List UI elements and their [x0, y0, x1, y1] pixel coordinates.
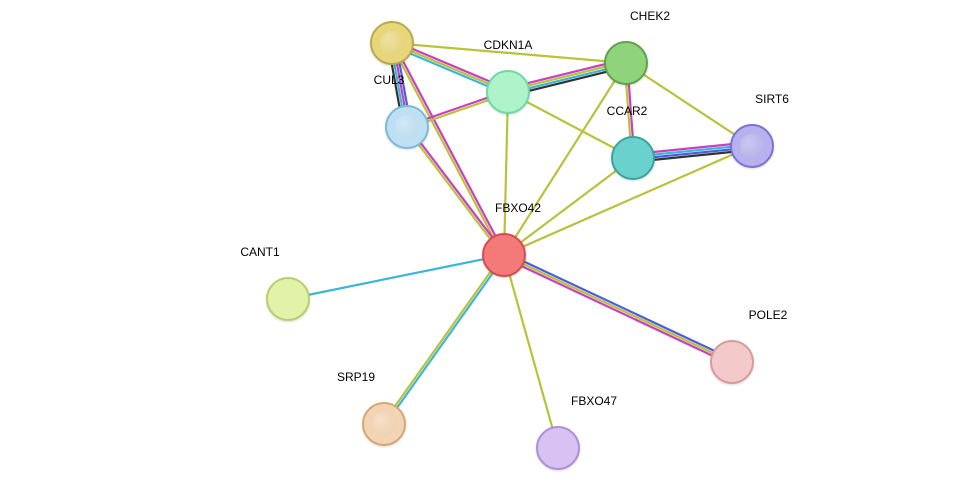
node-FBXO47[interactable]: FBXO47 — [536, 426, 580, 470]
edge-SRP19-FBXO42 — [383, 254, 503, 423]
edge-FBXO47-FBXO42 — [504, 255, 558, 448]
node-label: FBXO47 — [571, 394, 617, 408]
node-texture-icon — [740, 134, 764, 158]
edge-CANT1-FBXO42 — [288, 255, 504, 299]
node-texture-icon — [372, 412, 396, 436]
edge-POLE2-FBXO42 — [503, 257, 731, 364]
node-label: FBXO42 — [495, 201, 541, 215]
edge-SRP19-FBXO42 — [385, 256, 505, 425]
node-CCAR2[interactable]: CCAR2 — [611, 136, 655, 180]
node-CUL1[interactable]: CUL1 — [370, 21, 414, 65]
node-FBXO42[interactable]: FBXO42 — [482, 233, 526, 277]
node-label: POLE2 — [749, 308, 788, 322]
node-CHEK2[interactable]: CHEK2 — [604, 41, 648, 85]
node-CUL3[interactable]: CUL3 — [385, 105, 429, 149]
network-canvas: CUL1 CHEK2 CDKN1A CUL3 CCAR2 SIRT6 FBXO42 CANT1… — [0, 0, 975, 501]
node-POLE2[interactable]: POLE2 — [710, 340, 754, 384]
node-SRP19[interactable]: SRP19 — [362, 402, 406, 446]
node-label: CUL1 — [397, 0, 428, 3]
node-SIRT6[interactable]: SIRT6 — [730, 124, 774, 168]
node-label: CHEK2 — [630, 9, 670, 23]
node-label: SRP19 — [337, 370, 375, 384]
node-label: CCAR2 — [607, 104, 648, 118]
edge-POLE2-FBXO42 — [504, 255, 732, 362]
edge-CUL1-CHEK2 — [392, 43, 626, 63]
edge-CDKN1A-FBXO42 — [504, 92, 508, 255]
node-circle[interactable] — [482, 233, 526, 277]
node-circle[interactable] — [604, 41, 648, 85]
node-circle[interactable] — [536, 426, 580, 470]
node-circle[interactable] — [266, 277, 310, 321]
node-texture-icon — [380, 31, 404, 55]
node-circle[interactable] — [730, 124, 774, 168]
edge-POLE2-FBXO42 — [505, 253, 733, 360]
node-circle[interactable] — [710, 340, 754, 384]
node-label: CANT1 — [240, 245, 279, 259]
node-texture-icon — [395, 115, 419, 139]
node-CANT1[interactable]: CANT1 — [266, 277, 310, 321]
node-circle[interactable] — [385, 105, 429, 149]
node-circle[interactable] — [362, 402, 406, 446]
node-label: CUL3 — [374, 73, 405, 87]
node-label: SIRT6 — [755, 92, 789, 106]
node-label: CDKN1A — [484, 38, 533, 52]
node-circle[interactable] — [611, 136, 655, 180]
node-CDKN1A[interactable]: CDKN1A — [486, 70, 530, 114]
node-circle[interactable] — [486, 70, 530, 114]
node-circle[interactable] — [370, 21, 414, 65]
